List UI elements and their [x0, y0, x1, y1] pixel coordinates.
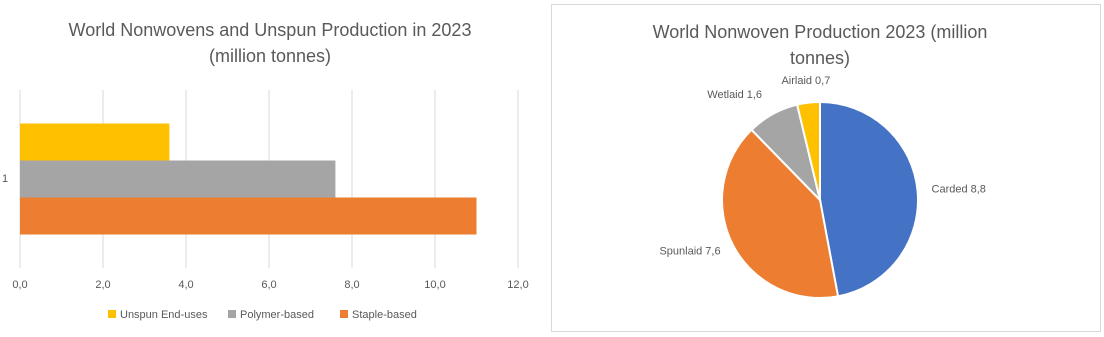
- legend-swatch: [340, 310, 348, 318]
- pie-label-value: 1,6: [747, 89, 762, 101]
- pie-label-name: Wetlaid: [707, 89, 743, 101]
- pie-label: Carded 8,8: [932, 184, 986, 196]
- x-tick-label: 4,0: [178, 279, 193, 291]
- bar: [20, 160, 336, 198]
- legend-label: Staple-based: [352, 309, 417, 321]
- pie-label-name: Airlaid: [781, 75, 812, 87]
- x-tick-label: 10,0: [424, 279, 445, 291]
- y-tick-label: 1: [2, 173, 8, 185]
- pie-title: World Nonwoven Production 2023 (million …: [652, 22, 988, 68]
- bar: [20, 123, 170, 161]
- x-tick-label: 6,0: [261, 279, 276, 291]
- pie-slice: [721, 128, 840, 299]
- bar: [20, 197, 477, 235]
- bar-title: World Nonwovens and Unspun Production in…: [68, 20, 472, 66]
- legend-label: Unspun End-uses: [120, 309, 208, 321]
- pie-slice: [819, 100, 919, 298]
- pie-label-value: 0,7: [815, 75, 830, 87]
- x-tick-label: 12,0: [507, 279, 528, 291]
- pie-label-name: Carded: [932, 184, 968, 196]
- legend-swatch: [108, 310, 116, 318]
- legend-label: Polymer-based: [240, 309, 314, 321]
- pie-label-value: 7,6: [705, 246, 720, 258]
- pie-label: Airlaid 0,7: [781, 75, 830, 87]
- pie-label: Spunlaid 7,6: [659, 246, 720, 258]
- x-tick-label: 2,0: [95, 279, 110, 291]
- pie-label-name: Spunlaid: [659, 246, 702, 258]
- pie-label-value: 8,8: [971, 184, 986, 196]
- pie-label: Wetlaid 1,6: [707, 89, 762, 101]
- x-tick-label: 0,0: [12, 279, 27, 291]
- pie-slice: [795, 100, 821, 201]
- x-tick-label: 8,0: [344, 279, 359, 291]
- pie-panel: [551, 4, 1101, 332]
- legend-swatch: [228, 310, 236, 318]
